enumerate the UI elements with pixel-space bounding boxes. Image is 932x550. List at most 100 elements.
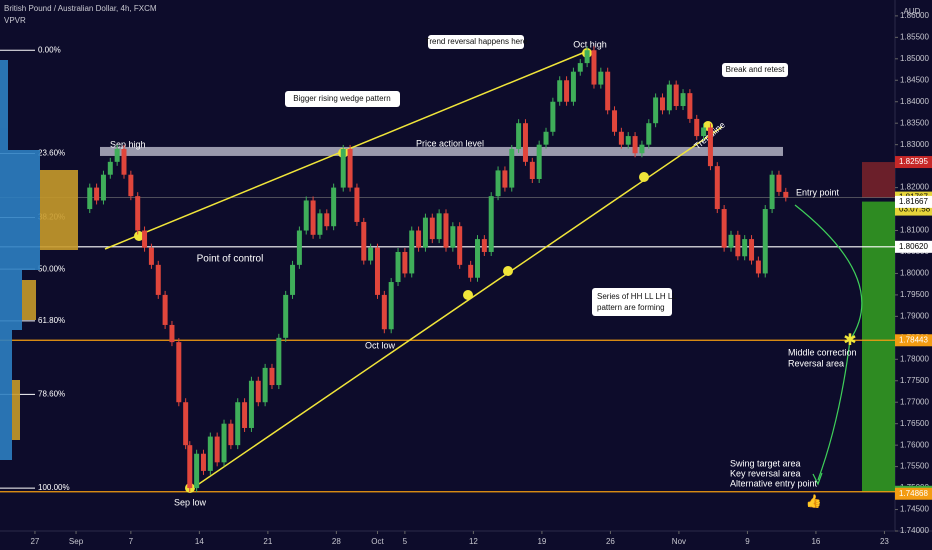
y-tick-label: 1.79500 xyxy=(900,290,929,299)
price-tag-label: 1.78443 xyxy=(899,335,928,344)
price-tag-label: 1.80620 xyxy=(899,242,928,251)
price-tag-bg xyxy=(895,156,932,169)
candle xyxy=(347,148,353,188)
annotation: Sep high xyxy=(110,139,146,149)
callout xyxy=(428,35,524,49)
candle xyxy=(221,423,227,463)
candle xyxy=(776,174,782,192)
candle xyxy=(142,230,148,248)
reward-zone xyxy=(862,201,895,492)
y-tick-label: 1.75500 xyxy=(900,462,929,471)
candle xyxy=(228,423,234,446)
candle xyxy=(564,80,570,102)
annotation: Price action level xyxy=(416,138,484,148)
candle xyxy=(666,84,672,111)
x-tick-label: Nov xyxy=(672,537,686,546)
candle xyxy=(135,196,141,231)
fib-label: 61.80% xyxy=(38,316,65,325)
candle xyxy=(742,239,748,257)
wedge-upper xyxy=(104,49,591,250)
volume-profile xyxy=(0,60,78,460)
candle xyxy=(340,148,346,188)
callout xyxy=(285,91,400,107)
candle xyxy=(422,217,428,248)
candle xyxy=(100,174,106,201)
candle xyxy=(495,170,501,197)
x-tick-label: Oct xyxy=(371,537,384,546)
y-unit: AUD xyxy=(904,7,921,16)
annotation: pattern are forming xyxy=(597,303,665,312)
candle xyxy=(502,170,508,188)
x-tick-label: 5 xyxy=(403,537,408,546)
candle xyxy=(529,161,535,180)
vp-bar xyxy=(0,150,40,270)
y-tick-label: 1.83500 xyxy=(900,118,929,127)
risk-zone xyxy=(862,162,895,198)
annotation: Oct high xyxy=(573,39,607,49)
candle xyxy=(121,148,127,175)
candle xyxy=(114,148,120,162)
y-tick-label: 1.77500 xyxy=(900,376,929,385)
candle xyxy=(107,161,113,175)
candle xyxy=(591,50,597,85)
candle xyxy=(673,84,679,107)
candle xyxy=(783,191,789,198)
y-tick-label: 1.83000 xyxy=(900,140,929,149)
candle xyxy=(625,136,631,145)
x-tick-label: 21 xyxy=(263,537,272,546)
y-tick-label: 1.78000 xyxy=(900,354,929,363)
candle xyxy=(749,239,755,261)
candle xyxy=(509,148,515,188)
annotation: Trend reversal happens here xyxy=(425,37,528,46)
candles xyxy=(87,46,789,493)
price-tag-label: 1.74868 xyxy=(899,489,928,498)
price-tag: 1.81667 xyxy=(895,195,932,208)
candle xyxy=(169,324,175,343)
candle xyxy=(488,196,494,252)
candle xyxy=(762,209,768,274)
annotation: Oct low xyxy=(365,340,396,350)
candle xyxy=(262,367,268,403)
candle xyxy=(290,264,296,295)
countdown: 03:07:58 xyxy=(899,205,931,214)
fib-label: 0.00% xyxy=(38,45,61,54)
price-axis xyxy=(895,0,932,550)
x-tick-label: 16 xyxy=(811,537,820,546)
candle xyxy=(632,136,638,154)
candle xyxy=(255,380,261,403)
vp-bar xyxy=(0,330,12,460)
candle xyxy=(395,251,401,283)
candle xyxy=(283,294,289,338)
price-tag: 1.80620 xyxy=(895,240,932,253)
candle xyxy=(303,200,309,231)
vp-bar xyxy=(0,60,8,150)
candle xyxy=(557,80,563,102)
y-tick-label: 1.79000 xyxy=(900,311,929,320)
candle xyxy=(235,402,241,446)
arrow-head xyxy=(812,472,823,486)
candle xyxy=(162,294,168,325)
x-tick-label: Sep xyxy=(69,537,84,546)
annotation: Middle correction xyxy=(788,347,857,357)
candle xyxy=(516,123,522,149)
y-tick-label: 1.86000 xyxy=(900,11,929,20)
annotation: Sep low xyxy=(174,497,207,507)
candle xyxy=(187,445,193,489)
annotation: Reversal area xyxy=(788,358,844,368)
candle xyxy=(721,209,727,248)
candle xyxy=(755,260,761,274)
y-tick-label: 1.85500 xyxy=(900,32,929,41)
fib-label: 100.00% xyxy=(38,483,70,492)
candle xyxy=(94,187,100,201)
annotation: Break and retest xyxy=(726,65,785,74)
y-tick-label: 1.74000 xyxy=(900,526,929,535)
price-tag: 1.78443 xyxy=(895,334,932,347)
candle xyxy=(612,110,618,132)
y-tick-label: 1.84000 xyxy=(900,97,929,106)
candle xyxy=(148,247,154,265)
projection-arrow xyxy=(794,204,863,481)
candle xyxy=(680,93,686,107)
candle xyxy=(481,239,487,252)
candle xyxy=(457,226,463,265)
